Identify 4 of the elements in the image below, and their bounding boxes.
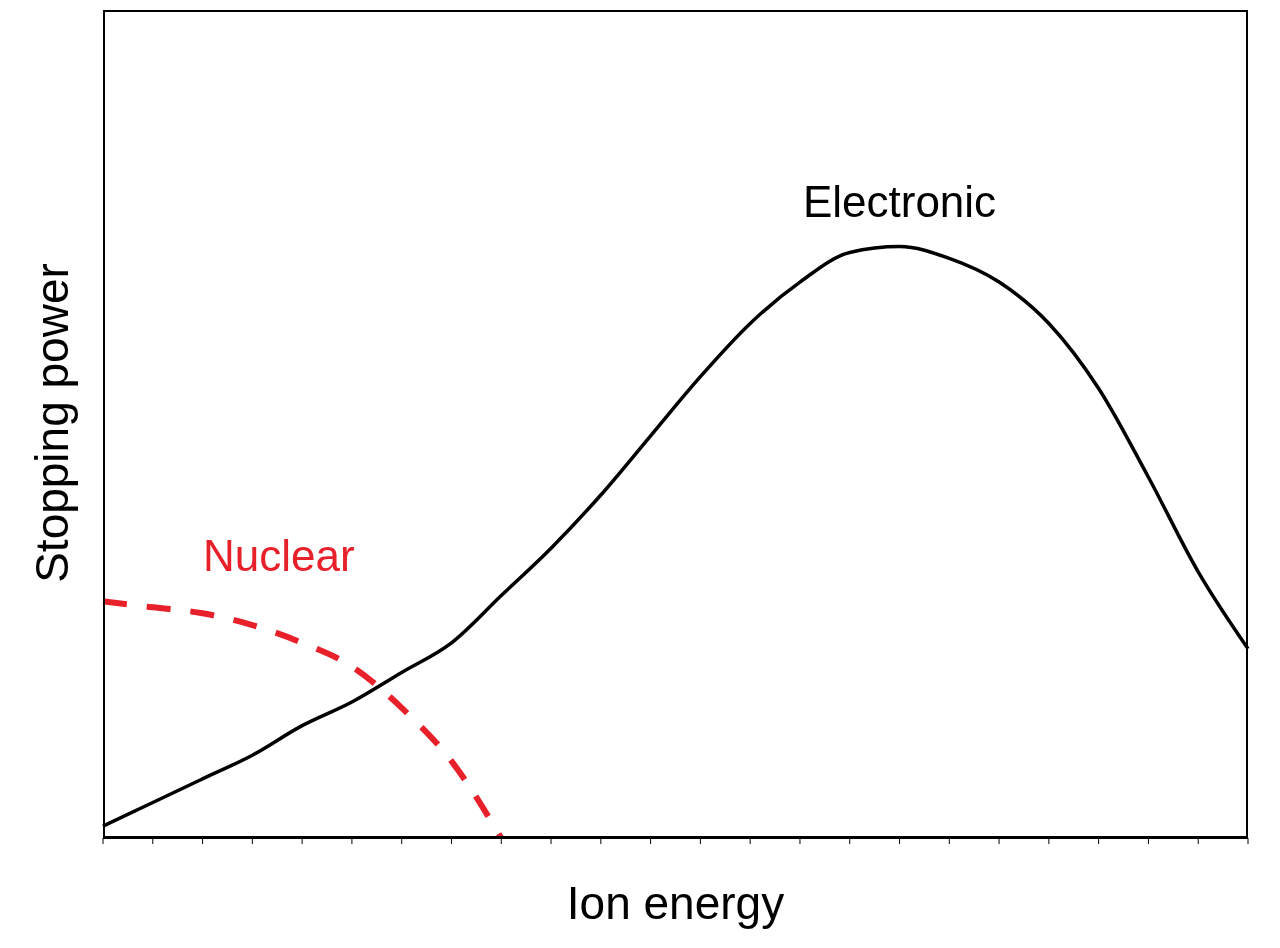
- x-axis-title: Ion energy: [566, 877, 785, 929]
- series-label: Nuclear: [203, 531, 355, 581]
- y-axis-title: Stopping power: [25, 263, 79, 583]
- series-label: Electronic: [802, 176, 997, 226]
